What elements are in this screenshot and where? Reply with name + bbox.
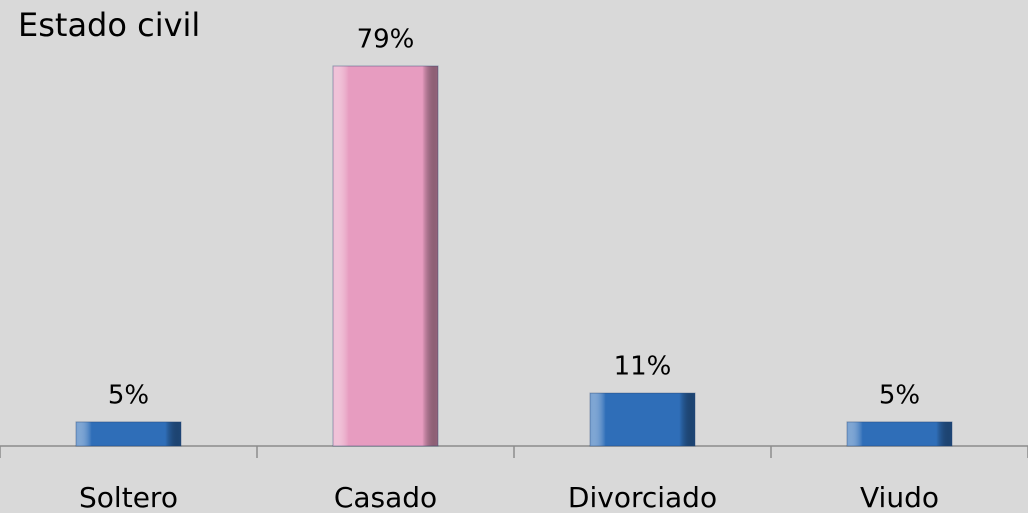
x-tick-label: Divorciado — [568, 481, 717, 513]
data-label: 5% — [879, 380, 920, 410]
data-label: 5% — [108, 380, 149, 410]
data-label: 79% — [357, 25, 415, 55]
x-tick-label: Soltero — [79, 481, 178, 513]
data-label: 11% — [614, 352, 672, 382]
bar — [846, 421, 953, 447]
bar — [332, 65, 439, 447]
bar — [589, 392, 696, 447]
x-tick-label: Viudo — [860, 481, 939, 513]
chart-title: Estado civil — [18, 6, 200, 44]
x-tick-label: Casado — [334, 481, 437, 513]
bar — [75, 421, 182, 447]
